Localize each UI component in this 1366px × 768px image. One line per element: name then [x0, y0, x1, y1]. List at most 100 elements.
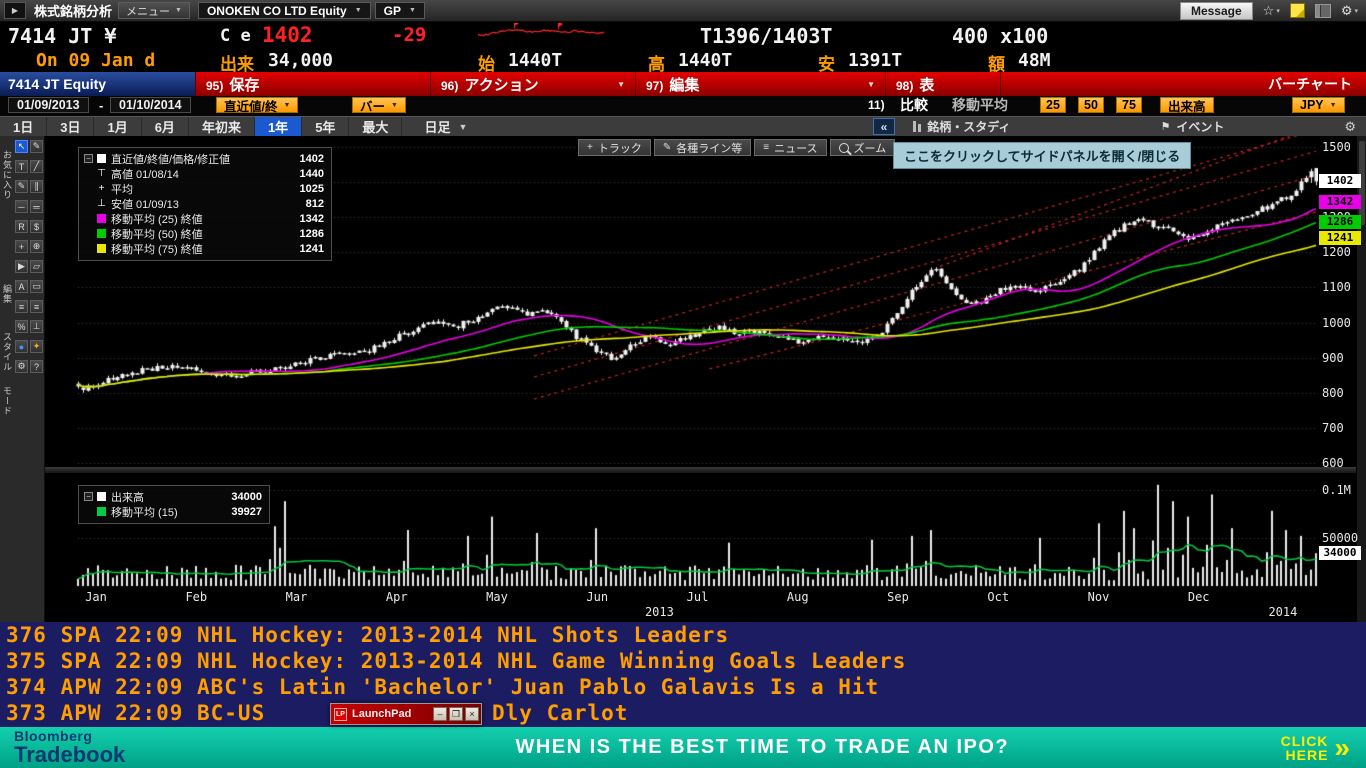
- currency-dropdown-label: JPY: [1300, 98, 1324, 112]
- toolstrip-group-style: スタイル: [2, 332, 12, 372]
- menu-actions[interactable]: 96) アクション ▼: [431, 72, 636, 96]
- price-change: -29: [392, 24, 427, 46]
- high-marker-icon: ⊤: [97, 168, 106, 179]
- measure-tool[interactable]: %: [15, 320, 28, 333]
- period-tab-4[interactable]: 6月: [142, 117, 189, 136]
- menu-table[interactable]: 98) 表: [886, 72, 1001, 96]
- mode-g-tool[interactable]: ●: [15, 340, 28, 353]
- track-button[interactable]: + トラック: [578, 139, 651, 156]
- chevron-down-icon: ▼: [283, 101, 291, 109]
- legend-collapse-icon[interactable]: −: [84, 492, 93, 501]
- chart-settings-row: 01/09/2013 - 01/10/2014 直近値/終 ▼ バー ▼ 11)…: [0, 96, 1366, 116]
- message-button[interactable]: Message: [1179, 1, 1253, 20]
- news-button[interactable]: ≡ ニュース: [754, 139, 827, 156]
- text-annotation-tool[interactable]: T: [15, 160, 28, 173]
- text-style-tool[interactable]: A: [15, 280, 28, 293]
- price-field-dropdown[interactable]: 直近値/終 ▼: [216, 97, 299, 114]
- banner-cta[interactable]: CLICK HERE »: [1281, 733, 1350, 762]
- ma-period-75-button[interactable]: 75: [1116, 97, 1142, 113]
- panel-splitter[interactable]: [45, 466, 1356, 474]
- intraday-sparkline[interactable]: [478, 23, 608, 47]
- period-tab-2[interactable]: 3日: [47, 117, 95, 136]
- news-headline-376[interactable]: 376 SPA 22:09 NHL Hockey: 2013-2014 NHL …: [6, 623, 730, 647]
- security-study-button[interactable]: 銘柄・スタディ: [913, 118, 1010, 135]
- period-tab-8[interactable]: 最大: [349, 117, 403, 136]
- function-selector[interactable]: GP ▼: [374, 2, 425, 19]
- eraser-tool[interactable]: ▱: [30, 260, 43, 273]
- security-selector[interactable]: ONOKEN CO LTD Equity ▼: [197, 2, 371, 19]
- zoom-button[interactable]: ズーム: [829, 139, 896, 156]
- settings-gear-icon[interactable]: ⚙ ▾: [1340, 2, 1358, 18]
- chart-gear-icon[interactable]: ⚙: [1344, 118, 1356, 134]
- tool-grid: ↖ ✎ T ╱ ✎ ∥ ─ ═ R $ + ⊕ ▶ ▱ A ▭ ≡ ≡% ⊥ ● ✦ ⚙?: [15, 140, 43, 373]
- price-axis-label: 1100: [1322, 280, 1351, 295]
- menu-save[interactable]: 95) 保存: [196, 72, 431, 96]
- price-field-flag: C e: [220, 26, 251, 46]
- pencil-tool[interactable]: ✎: [30, 140, 43, 153]
- help-tool[interactable]: ?: [30, 360, 43, 373]
- toolbar-settings-tool[interactable]: ⚙: [15, 360, 28, 373]
- launchpad-window[interactable]: LP LaunchPad – ❐ ×: [330, 703, 482, 725]
- news-headline-373[interactable]: 373 APW 22:09 BC-US Dly Carlot: [0, 700, 1366, 726]
- month-label-Jan: Jan: [85, 590, 107, 604]
- price-axis-label: 1400: [1322, 175, 1351, 190]
- period-tab-6[interactable]: 1年: [254, 117, 303, 136]
- channel-tool[interactable]: ∥: [30, 180, 43, 193]
- menubar-security: 7414 JT Equity: [0, 72, 196, 96]
- regression-tool[interactable]: R: [15, 220, 28, 233]
- collapse-sidebar-button[interactable]: «: [872, 118, 896, 135]
- chart-overlay-toolbar: + トラック ✎ 各種ライン等 ≡ ニュース ズーム: [578, 139, 896, 156]
- menu-edit[interactable]: 97) 編集 ▼: [636, 72, 886, 96]
- layout-panels-icon[interactable]: [1314, 3, 1331, 18]
- legend-row-average: + 平均 1025: [98, 182, 324, 196]
- chevron-down-icon: ▼: [175, 7, 182, 14]
- price-field-dropdown-label: 直近値/終: [224, 99, 278, 114]
- cursor-tool[interactable]: ↖: [15, 140, 28, 153]
- vertical-scrollbar[interactable]: [1356, 136, 1366, 622]
- panel-toggle-icon[interactable]: ▶: [4, 2, 26, 19]
- draw-tool[interactable]: ✎: [15, 180, 28, 193]
- tradebook-ad-banner[interactable]: Bloomberg Tradebook WHEN IS THE BEST TIM…: [0, 727, 1366, 768]
- period-tab-5[interactable]: 年初来: [189, 117, 255, 136]
- period-tab-3[interactable]: 1月: [94, 117, 142, 136]
- chart-style-dropdown[interactable]: バー ▼: [352, 97, 406, 114]
- pointer-tool[interactable]: ▶: [15, 260, 28, 273]
- frequency-dropdown[interactable]: 日足 ▼: [412, 117, 479, 136]
- notes-icon[interactable]: [1289, 3, 1305, 18]
- compare-button[interactable]: 比較: [900, 97, 928, 113]
- currency-dropdown[interactable]: JPY ▼: [1292, 97, 1345, 113]
- palette-tool[interactable]: ✦: [30, 340, 43, 353]
- rectangle-tool[interactable]: ▭: [30, 280, 43, 293]
- trendline-tool[interactable]: ╱: [30, 160, 43, 173]
- legend-collapse-icon[interactable]: −: [84, 154, 93, 163]
- restore-button[interactable]: ❐: [449, 707, 463, 721]
- anchor-tool[interactable]: ⊥: [30, 320, 43, 333]
- double-line-tool[interactable]: ═: [30, 200, 43, 213]
- close-button[interactable]: ×: [465, 707, 479, 721]
- legend-row-volume: − 出来高 34000: [84, 489, 262, 504]
- news-headline-374[interactable]: 374 APW 22:09 ABC's Latin 'Bachelor' Jua…: [6, 675, 880, 699]
- period-tab-7[interactable]: 5年: [302, 117, 350, 136]
- date-from-input[interactable]: 01/09/2013: [8, 97, 89, 113]
- crosshair-tool[interactable]: +: [15, 240, 28, 253]
- side-panel-tooltip[interactable]: ここをクリックしてサイドパネルを開く/閉じる: [893, 142, 1192, 169]
- volume-toggle-button[interactable]: 出来高: [1160, 97, 1214, 114]
- favorites-star-icon[interactable]: ☆ ▾: [1262, 2, 1280, 18]
- news-headline-375[interactable]: 375 SPA 22:09 NHL Hockey: 2013-2014 NHL …: [6, 649, 907, 673]
- date-to-input[interactable]: 01/10/2014: [110, 97, 191, 113]
- scrollbar-handle[interactable]: [1358, 141, 1365, 225]
- move-tool[interactable]: ⊕: [30, 240, 43, 253]
- menu-button[interactable]: メニュー ▼: [118, 2, 190, 19]
- ma-period-50-button[interactable]: 50: [1078, 97, 1104, 113]
- minimize-button[interactable]: –: [433, 707, 447, 721]
- annotate-lines-button[interactable]: ✎ 各種ライン等: [653, 139, 752, 156]
- style-list-tool[interactable]: ≡: [15, 300, 28, 313]
- period-tab-1[interactable]: 1日: [0, 117, 48, 136]
- fibonacci-tool[interactable]: $: [30, 220, 43, 233]
- ma-period-25-button[interactable]: 25: [1040, 97, 1066, 113]
- horizontal-line-tool[interactable]: ─: [15, 200, 28, 213]
- style-menu-tool[interactable]: ≡: [30, 300, 43, 313]
- events-button[interactable]: ⚑ イベント: [1160, 118, 1224, 135]
- year-label-left: 2013: [644, 605, 674, 619]
- chevron-down-icon: ▼: [409, 7, 416, 14]
